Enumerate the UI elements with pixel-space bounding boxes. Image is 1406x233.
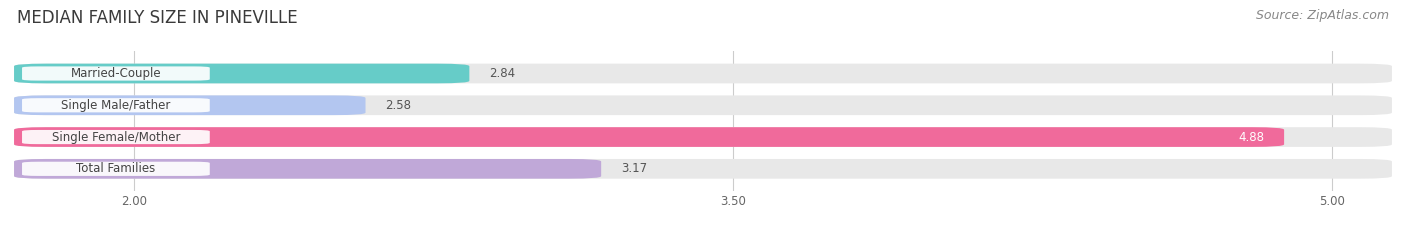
Text: Single Female/Mother: Single Female/Mother — [52, 130, 180, 144]
Text: 4.88: 4.88 — [1239, 130, 1264, 144]
FancyBboxPatch shape — [14, 127, 1392, 147]
FancyBboxPatch shape — [14, 96, 366, 115]
FancyBboxPatch shape — [14, 64, 1392, 83]
Text: Single Male/Father: Single Male/Father — [62, 99, 170, 112]
Text: 2.58: 2.58 — [385, 99, 412, 112]
FancyBboxPatch shape — [22, 98, 209, 112]
Text: MEDIAN FAMILY SIZE IN PINEVILLE: MEDIAN FAMILY SIZE IN PINEVILLE — [17, 9, 298, 27]
Text: Married-Couple: Married-Couple — [70, 67, 162, 80]
FancyBboxPatch shape — [14, 159, 1392, 179]
FancyBboxPatch shape — [14, 127, 1284, 147]
FancyBboxPatch shape — [22, 66, 209, 81]
FancyBboxPatch shape — [22, 162, 209, 176]
FancyBboxPatch shape — [14, 64, 470, 83]
Text: 3.17: 3.17 — [621, 162, 647, 175]
FancyBboxPatch shape — [14, 159, 602, 179]
Text: Source: ZipAtlas.com: Source: ZipAtlas.com — [1256, 9, 1389, 22]
Text: 2.84: 2.84 — [489, 67, 516, 80]
Text: Total Families: Total Families — [76, 162, 156, 175]
FancyBboxPatch shape — [14, 96, 1392, 115]
FancyBboxPatch shape — [22, 130, 209, 144]
